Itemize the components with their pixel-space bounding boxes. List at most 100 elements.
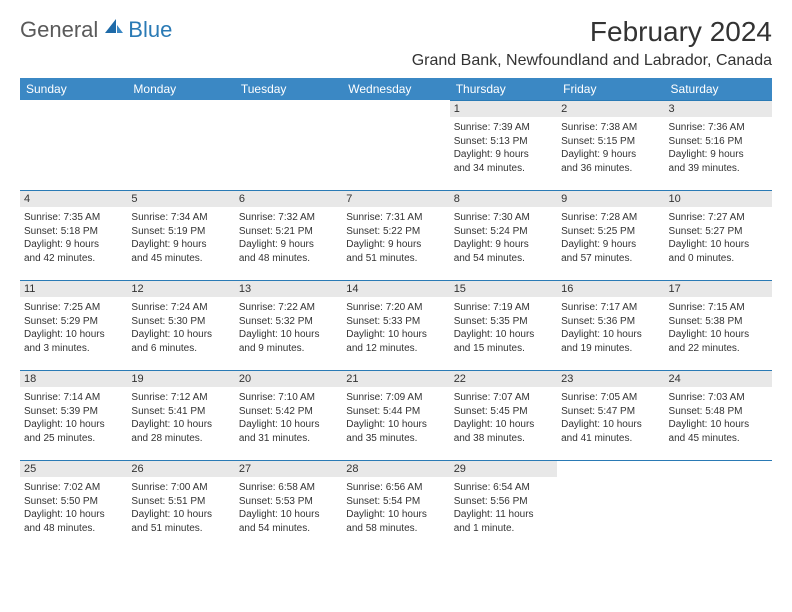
- day-line-sr: Sunrise: 7:27 AM: [669, 211, 768, 225]
- day-cell: 29 Sunrise: 6:54 AMSunset: 5:56 PMDayligh…: [450, 460, 557, 550]
- day-line-d1: Daylight: 10 hours: [131, 328, 230, 342]
- day-line-d1: Daylight: 10 hours: [239, 508, 338, 522]
- day-details: Sunrise: 7:35 AMSunset: 5:18 PMDaylight:…: [20, 207, 127, 275]
- day-cell: 19Sunrise: 7:12 AMSunset: 5:41 PMDayligh…: [127, 370, 234, 460]
- day-container: 15Sunrise: 7:19 AMSunset: 5:35 PMDayligh…: [450, 280, 557, 370]
- day-cell: 18Sunrise: 7:14 AMSunset: 5:39 PMDayligh…: [20, 370, 127, 460]
- day-cell: 23Sunrise: 7:05 AMSunset: 5:47 PMDayligh…: [557, 370, 664, 460]
- day-number: 27: [235, 461, 342, 477]
- day-line-ss: Sunset: 5:45 PM: [454, 405, 553, 419]
- header: General Blue February 2024 Grand Bank, N…: [20, 16, 772, 70]
- day-cell: 5Sunrise: 7:34 AMSunset: 5:19 PMDaylight…: [127, 190, 234, 280]
- day-number: 29: [450, 461, 557, 477]
- day-header: Monday: [127, 78, 234, 100]
- title-block: February 2024 Grand Bank, Newfoundland a…: [412, 16, 772, 70]
- day-number: 23: [557, 371, 664, 387]
- day-line-sr: Sunrise: 7:34 AM: [131, 211, 230, 225]
- day-line-sr: Sunrise: 7:05 AM: [561, 391, 660, 405]
- day-number: 13: [235, 281, 342, 297]
- day-line-d1: Daylight: 9 hours: [561, 148, 660, 162]
- day-line-ss: Sunset: 5:22 PM: [346, 225, 445, 239]
- empty-cell: [665, 460, 772, 550]
- day-line-sr: Sunrise: 7:20 AM: [346, 301, 445, 315]
- day-line-d2: and 41 minutes.: [561, 432, 660, 446]
- day-cell: [20, 100, 127, 190]
- day-number: 4: [20, 191, 127, 207]
- day-line-ss: Sunset: 5:36 PM: [561, 315, 660, 329]
- day-container: 20Sunrise: 7:10 AMSunset: 5:42 PMDayligh…: [235, 370, 342, 460]
- day-line-ss: Sunset: 5:53 PM: [239, 495, 338, 509]
- table-row: 25Sunrise: 7:02 AMSunset: 5:50 PMDayligh…: [20, 460, 772, 550]
- day-container: 22Sunrise: 7:07 AMSunset: 5:45 PMDayligh…: [450, 370, 557, 460]
- day-cell: 17Sunrise: 7:15 AMSunset: 5:38 PMDayligh…: [665, 280, 772, 370]
- day-line-ss: Sunset: 5:39 PM: [24, 405, 123, 419]
- day-container: 6Sunrise: 7:32 AMSunset: 5:21 PMDaylight…: [235, 190, 342, 280]
- day-line-ss: Sunset: 5:29 PM: [24, 315, 123, 329]
- day-line-ss: Sunset: 5:24 PM: [454, 225, 553, 239]
- day-cell: [557, 460, 664, 550]
- day-details: Sunrise: 7:14 AMSunset: 5:39 PMDaylight:…: [20, 387, 127, 455]
- day-number: 20: [235, 371, 342, 387]
- day-line-d1: Daylight: 10 hours: [669, 238, 768, 252]
- day-container: 27Sunrise: 6:58 AMSunset: 5:53 PMDayligh…: [235, 460, 342, 550]
- day-details: Sunrise: 7:30 AMSunset: 5:24 PMDaylight:…: [450, 207, 557, 275]
- day-number: 8: [450, 191, 557, 207]
- day-line-d1: Daylight: 9 hours: [131, 238, 230, 252]
- day-line-sr: Sunrise: 7:17 AM: [561, 301, 660, 315]
- day-cell: 7Sunrise: 7:31 AMSunset: 5:22 PMDaylight…: [342, 190, 449, 280]
- day-details: Sunrise: 7:27 AMSunset: 5:27 PMDaylight:…: [665, 207, 772, 275]
- day-line-d1: Daylight: 9 hours: [669, 148, 768, 162]
- day-line-sr: Sunrise: 7:32 AM: [239, 211, 338, 225]
- day-cell: 20Sunrise: 7:10 AMSunset: 5:42 PMDayligh…: [235, 370, 342, 460]
- day-container: 26Sunrise: 7:00 AMSunset: 5:51 PMDayligh…: [127, 460, 234, 550]
- day-container: 23Sunrise: 7:05 AMSunset: 5:47 PMDayligh…: [557, 370, 664, 460]
- day-cell: 26Sunrise: 7:00 AMSunset: 5:51 PMDayligh…: [127, 460, 234, 550]
- day-number: 25: [20, 461, 127, 477]
- table-row: 1Sunrise: 7:39 AMSunset: 5:13 PMDaylight…: [20, 100, 772, 190]
- day-container: 25Sunrise: 7:02 AMSunset: 5:50 PMDayligh…: [20, 460, 127, 550]
- day-line-d2: and 58 minutes.: [346, 522, 445, 536]
- day-cell: 27Sunrise: 6:58 AMSunset: 5:53 PMDayligh…: [235, 460, 342, 550]
- table-row: 11Sunrise: 7:25 AMSunset: 5:29 PMDayligh…: [20, 280, 772, 370]
- day-line-ss: Sunset: 5:50 PM: [24, 495, 123, 509]
- day-line-sr: Sunrise: 7:10 AM: [239, 391, 338, 405]
- empty-cell: [235, 100, 342, 190]
- day-line-d2: and 22 minutes.: [669, 342, 768, 356]
- day-line-ss: Sunset: 5:41 PM: [131, 405, 230, 419]
- day-line-ss: Sunset: 5:16 PM: [669, 135, 768, 149]
- day-cell: 24Sunrise: 7:03 AMSunset: 5:48 PMDayligh…: [665, 370, 772, 460]
- day-line-d2: and 12 minutes.: [346, 342, 445, 356]
- day-line-sr: Sunrise: 7:39 AM: [454, 121, 553, 135]
- day-line-d1: Daylight: 9 hours: [561, 238, 660, 252]
- day-line-d2: and 45 minutes.: [669, 432, 768, 446]
- day-container: 10Sunrise: 7:27 AMSunset: 5:27 PMDayligh…: [665, 190, 772, 280]
- day-line-ss: Sunset: 5:21 PM: [239, 225, 338, 239]
- day-line-ss: Sunset: 5:38 PM: [669, 315, 768, 329]
- day-number: 17: [665, 281, 772, 297]
- day-details: Sunrise: 7:32 AMSunset: 5:21 PMDaylight:…: [235, 207, 342, 275]
- day-line-d1: Daylight: 10 hours: [669, 328, 768, 342]
- day-container: 16Sunrise: 7:17 AMSunset: 5:36 PMDayligh…: [557, 280, 664, 370]
- day-line-d2: and 34 minutes.: [454, 162, 553, 176]
- day-details: Sunrise: 7:19 AMSunset: 5:35 PMDaylight:…: [450, 297, 557, 365]
- day-details: Sunrise: 6:56 AMSunset: 5:54 PMDaylight:…: [342, 477, 449, 545]
- day-header: Saturday: [665, 78, 772, 100]
- day-line-sr: Sunrise: 7:22 AM: [239, 301, 338, 315]
- day-line-d1: Daylight: 10 hours: [346, 418, 445, 432]
- day-line-d1: Daylight: 11 hours: [454, 508, 553, 522]
- day-line-d1: Daylight: 9 hours: [454, 148, 553, 162]
- brand-logo: General Blue: [20, 16, 172, 43]
- day-line-sr: Sunrise: 6:54 AM: [454, 481, 553, 495]
- day-number: 24: [665, 371, 772, 387]
- day-details: Sunrise: 7:12 AMSunset: 5:41 PMDaylight:…: [127, 387, 234, 455]
- day-line-d2: and 9 minutes.: [239, 342, 338, 356]
- day-header: Sunday: [20, 78, 127, 100]
- day-line-d2: and 28 minutes.: [131, 432, 230, 446]
- day-number: 1: [450, 101, 557, 117]
- day-number: 5: [127, 191, 234, 207]
- day-line-d2: and 36 minutes.: [561, 162, 660, 176]
- day-cell: 16Sunrise: 7:17 AMSunset: 5:36 PMDayligh…: [557, 280, 664, 370]
- day-line-ss: Sunset: 5:56 PM: [454, 495, 553, 509]
- day-line-d2: and 1 minute.: [454, 522, 553, 536]
- day-line-sr: Sunrise: 7:12 AM: [131, 391, 230, 405]
